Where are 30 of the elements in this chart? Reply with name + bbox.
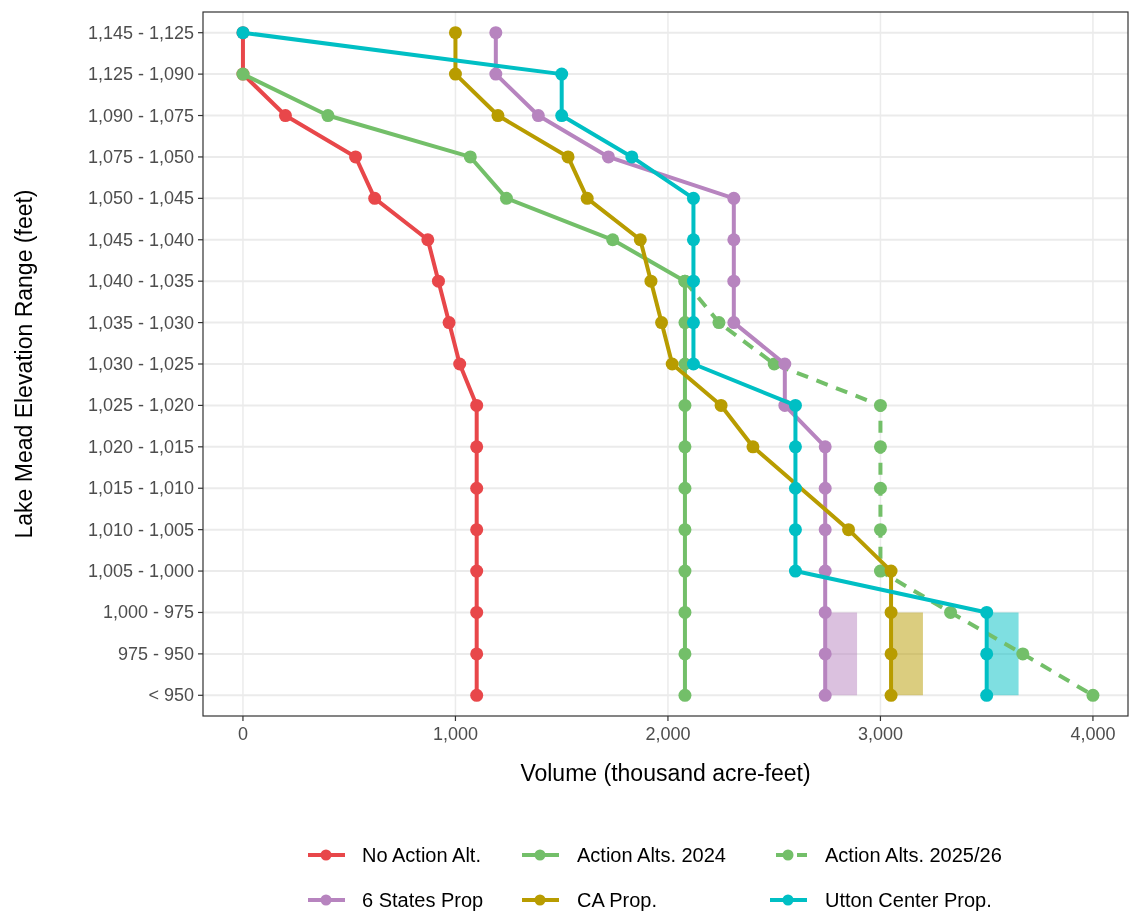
y-tick-label: 1,000 - 975 — [102, 602, 194, 623]
x-tick-label: 2,000 — [645, 724, 691, 744]
y-tick-label: 1,025 - 1,020 — [87, 395, 194, 416]
legend-label: Action Alts. 2024 — [577, 844, 726, 866]
x-tick-label: 3,000 — [857, 724, 903, 744]
y-tick-label: < 950 — [148, 685, 194, 706]
y-tick-label: 1,145 - 1,125 — [87, 22, 194, 43]
legend-label: Action Alts. 2025/26 — [825, 844, 1002, 866]
legend-label: No Action Alt. — [362, 844, 481, 866]
y-tick-label: 1,045 - 1,040 — [87, 229, 194, 250]
y-tick-label: 1,015 - 1,010 — [87, 478, 194, 499]
y-tick-label: 1,040 - 1,035 — [87, 271, 194, 292]
y-tick-label: 1,035 - 1,030 — [87, 312, 194, 333]
x-tick-label: 0 — [237, 724, 248, 744]
y-tick-label: 1,020 - 1,015 — [87, 436, 194, 457]
y-tick-label: 1,030 - 1,025 — [87, 354, 194, 374]
y-tick-label: 1,090 - 1,075 — [87, 105, 194, 126]
legend-label: CA Prop. — [577, 889, 658, 911]
y-tick-label: 1,010 - 1,005 — [87, 519, 194, 540]
y-tick-label: 1,125 - 1,090 — [87, 64, 194, 85]
y-tick-label: 1,075 - 1,050 — [87, 146, 194, 167]
x-tick-label: 4,000 — [1070, 724, 1116, 744]
y-tick-label: 1,005 - 1,000 — [87, 561, 194, 582]
y-tick-label: 1,050 - 1,045 — [87, 188, 194, 209]
y-tick-label: 975 - 950 — [117, 643, 194, 664]
x-axis-title: Volume (thousand acre-feet) — [520, 760, 811, 786]
legend-label: Utton Center Prop. — [825, 889, 992, 911]
legend-label: 6 States Prop — [362, 889, 484, 911]
y-axis-title: Lake Mead Elevation Range (feet) — [11, 189, 37, 539]
x-tick-label: 1,000 — [432, 724, 478, 744]
